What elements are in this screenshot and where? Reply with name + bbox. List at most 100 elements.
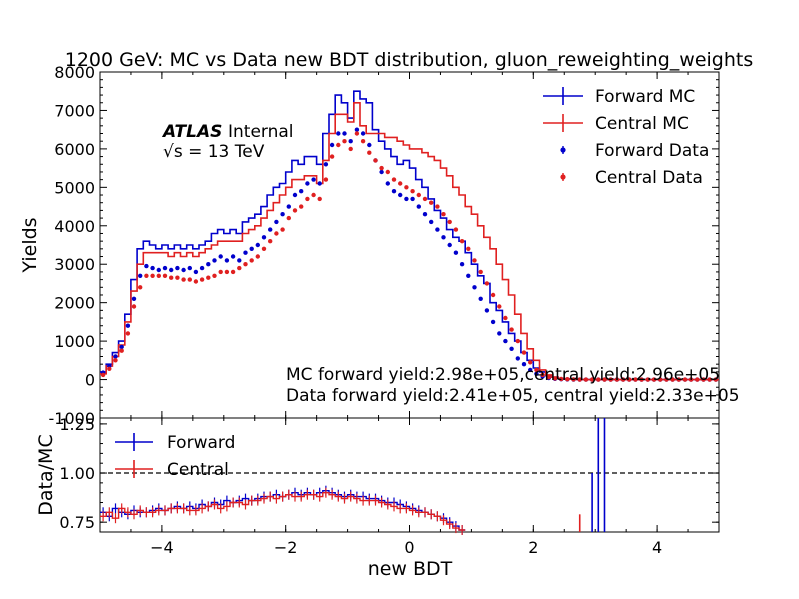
point-central-data <box>181 277 186 282</box>
point-central-data <box>676 377 681 382</box>
point-central-data <box>658 377 663 382</box>
point-central-data <box>596 377 601 382</box>
ratio-legend-label-0: Forward <box>167 433 235 453</box>
main-y-tick-label: 7000 <box>54 101 95 120</box>
point-forward-data <box>503 338 508 344</box>
point-forward-data <box>274 219 279 225</box>
point-forward-data <box>113 354 118 359</box>
point-central-data <box>546 375 551 380</box>
point-central-data <box>435 204 440 209</box>
point-central-data <box>410 189 415 194</box>
point-central-data <box>193 279 199 284</box>
point-central-data <box>602 377 607 382</box>
point-central-data <box>187 277 192 282</box>
point-central-data <box>565 377 570 382</box>
point-central-data <box>713 377 719 382</box>
point-forward-data <box>497 331 502 336</box>
point-central-data <box>299 204 304 209</box>
point-central-data <box>701 377 706 382</box>
point-forward-data <box>453 250 459 255</box>
point-central-data <box>453 227 459 232</box>
point-central-data <box>633 377 638 382</box>
main-y-tick-label: -1000 <box>49 409 96 428</box>
point-forward-data <box>509 346 514 351</box>
point-central-data <box>292 208 298 213</box>
point-forward-data <box>131 296 137 301</box>
ratio-axes: 0.75 1.00 1.25 −4 −2 0 2 4 <box>59 415 720 557</box>
point-central-data <box>125 331 131 336</box>
point-forward-data <box>156 267 161 273</box>
point-central-data <box>329 154 335 159</box>
point-forward-data <box>212 258 217 263</box>
point-central-data <box>156 273 161 278</box>
point-forward-data <box>280 212 285 217</box>
point-forward-data <box>255 242 260 248</box>
point-central-data <box>670 377 675 382</box>
point-central-data <box>664 377 669 382</box>
point-forward-data <box>521 362 527 367</box>
point-forward-data <box>261 235 267 240</box>
x-tick-label: 0 <box>404 538 414 557</box>
point-central-data <box>360 139 366 144</box>
mc-yield-annotation: MC forward yield:2.98e+05,central yield:… <box>286 365 720 385</box>
legend-label-1: Central MC <box>595 114 689 134</box>
point-forward-data <box>348 139 353 144</box>
legend-label-3: Central Data <box>595 168 703 188</box>
ratio-y-tick-label: 0.75 <box>59 513 95 532</box>
point-central-data <box>441 212 446 217</box>
point-forward-data <box>534 371 539 376</box>
point-forward-data <box>218 254 223 259</box>
data-yield-annotation: Data forward yield:2.41e+05, central yie… <box>286 386 740 406</box>
point-forward-data <box>292 192 298 198</box>
point-forward-data <box>150 265 155 271</box>
point-forward-data <box>175 265 180 271</box>
point-forward-data <box>459 262 465 267</box>
point-central-data <box>472 258 477 263</box>
point-central-data <box>144 273 149 278</box>
point-forward-data <box>169 267 174 273</box>
point-central-data <box>490 292 496 298</box>
point-forward-data <box>162 265 168 271</box>
point-forward-data <box>354 127 360 132</box>
x-tick-label: 4 <box>652 538 662 557</box>
atlas-internal-text: Internal <box>228 122 294 142</box>
point-central-data <box>528 360 533 365</box>
point-forward-data <box>237 258 242 263</box>
point-central-data <box>323 177 329 182</box>
point-forward-data <box>391 189 397 194</box>
x-tick-label: 2 <box>528 538 538 557</box>
point-central-data <box>342 139 347 144</box>
point-central-data <box>497 304 502 309</box>
point-central-data <box>682 377 688 382</box>
ratio-series-central <box>100 492 466 531</box>
point-central-data <box>608 377 613 382</box>
main-axes: -1000 0 1000 2000 3000 4000 5000 6000 7000 8000 <box>49 63 720 428</box>
point-central-data <box>255 254 260 259</box>
point-central-data <box>336 142 341 148</box>
point-central-data <box>317 196 322 202</box>
main-y-tick-label: 1000 <box>54 332 95 351</box>
main-legend: Forward MC Central MC Forward Data Central … <box>543 87 709 188</box>
point-central-data <box>224 269 230 275</box>
point-central-data <box>503 315 508 321</box>
main-y-tick-label: 0 <box>85 371 95 390</box>
main-y-tick-label: 8000 <box>54 63 95 82</box>
point-central-data <box>559 376 564 382</box>
point-central-data <box>478 269 483 275</box>
point-central-data <box>404 185 409 190</box>
point-forward-data <box>299 189 304 194</box>
point-forward-data <box>447 242 452 248</box>
point-central-data <box>311 192 316 198</box>
main-panel: -1000 0 1000 2000 3000 4000 5000 6000 7000 8000 1… <box>19 49 753 428</box>
x-tick-label: −2 <box>274 538 298 557</box>
ratio-y-tick-label: 1.25 <box>59 415 95 434</box>
y-axis-label: Yields <box>19 217 41 273</box>
ratio-y-tick-label: 1.00 <box>59 464 95 483</box>
point-forward-data <box>360 131 366 136</box>
point-forward-data <box>490 319 496 325</box>
point-central-data <box>268 239 273 244</box>
point-forward-data <box>138 273 143 278</box>
point-central-data <box>274 231 279 236</box>
point-central-data <box>416 192 421 198</box>
point-forward-data <box>230 254 236 259</box>
